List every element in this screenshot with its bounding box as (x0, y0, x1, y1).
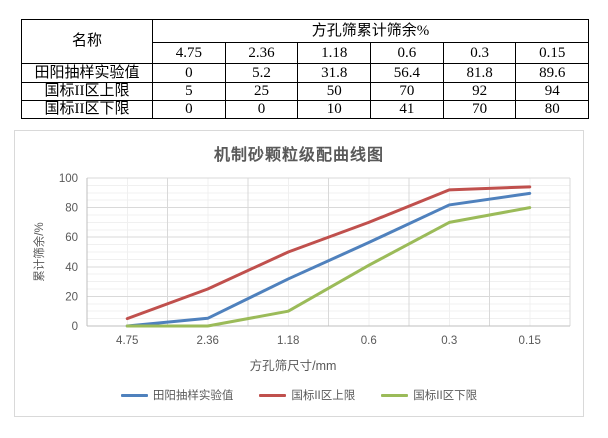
y-tick-label: 20 (65, 291, 78, 303)
value-cell: 5.2 (224, 63, 299, 83)
legend-label: 国标II区下限 (413, 390, 478, 402)
row-label-cell: 田阳抽样实验值 (21, 63, 153, 83)
x-tick-label: 0.3 (441, 335, 457, 347)
series-line-1 (125, 191, 532, 328)
sieve-data-table[interactable]: 名称 方孔筛累计筛余% 4.75 2.36 1.18 0.6 0.3 0.15 田阳抽样实… (21, 19, 590, 119)
x-axis-title: 方孔筛尺寸/mm (249, 359, 337, 373)
row-label-cell: 国标II区上限 (21, 82, 153, 101)
y-tick-label: 40 (65, 262, 78, 274)
value-cell: 89.6 (515, 63, 590, 83)
name-header-cell: 名称 (21, 19, 153, 64)
value-cell: 56.4 (370, 63, 444, 83)
y-axis-title: 累计筛余/% (34, 222, 46, 282)
table-header-row: 名称 方孔筛累计筛余% (21, 19, 590, 64)
legend-item: 田阳抽样实验值 (120, 387, 234, 403)
value-cell: 0 (224, 100, 299, 119)
table-row: 国标II区下限 0 0 10 41 70 80 (21, 100, 590, 119)
value-cell: 70 (442, 100, 517, 119)
legend-line-swatch (381, 393, 409, 397)
legend-item: 国标II区上限 (259, 387, 355, 403)
value-cell: 70 (370, 82, 444, 101)
y-tick-label: 100 (59, 173, 78, 185)
sieve-size-header-cell: 4.75 (152, 42, 226, 64)
series-line-3 (125, 206, 532, 328)
legend-label: 国标II区上限 (291, 390, 356, 402)
x-tick-label: 0.6 (361, 335, 377, 347)
value-cell: 80 (515, 100, 590, 119)
chart-legend: 田阳抽样实验值 国标II区上限 国标II区下限 (15, 387, 583, 403)
y-tick-label: 80 (65, 203, 78, 215)
x-tick-label: 0.15 (519, 335, 541, 347)
sieve-size-header-cell: 0.3 (442, 42, 517, 64)
value-cell: 50 (297, 82, 372, 101)
table-row: 田阳抽样实验值 0 5.2 31.8 56.4 81.8 89.6 (21, 63, 590, 83)
sieve-size-header-cell: 1.18 (297, 42, 372, 64)
sieve-size-header-cell: 0.6 (370, 42, 444, 64)
y-tick-label: 60 (65, 232, 78, 244)
value-cell: 31.8 (297, 63, 372, 83)
legend-label: 田阳抽样实验值 (152, 390, 234, 402)
chart-title: 机制砂颗粒级配曲线图 (213, 147, 384, 164)
value-cell: 41 (370, 100, 444, 119)
table-row: 国标II区上限 5 25 50 70 92 94 (21, 82, 590, 101)
x-tick-label: 2.36 (197, 335, 219, 347)
y-tick-label: 0 (72, 321, 78, 333)
value-cell: 10 (297, 100, 372, 119)
sieve-size-header-cell: 0.15 (515, 42, 590, 64)
legend-line-swatch (120, 393, 148, 397)
value-cell: 5 (152, 82, 226, 101)
x-tick-label: 1.18 (277, 335, 299, 347)
x-tick-label: 4.75 (116, 335, 138, 347)
sieve-size-header-cell: 2.36 (224, 42, 299, 64)
legend-line-swatch (259, 393, 287, 397)
value-cell: 25 (224, 82, 299, 101)
legend-item: 国标II区下限 (381, 387, 477, 403)
value-cell: 0 (152, 63, 226, 83)
sieve-size-row: 4.75 2.36 1.18 0.6 0.3 0.15 (22, 42, 590, 64)
value-cell: 0 (152, 100, 226, 119)
value-cell: 94 (515, 82, 590, 101)
row-label-cell: 国标II区下限 (21, 100, 153, 119)
table-body: 名称 方孔筛累计筛余% 4.75 2.36 1.18 0.6 0.3 0.15 田阳抽样实… (21, 19, 590, 119)
series-line-2 (125, 185, 532, 321)
chart-plot: 0 20 40 60 80 100 4.75 2.36 1.18 0.6 0.3 0.15 (59, 173, 571, 347)
group-header-cell: 方孔筛累计筛余% (151, 19, 590, 43)
value-cell: 81.8 (442, 63, 517, 83)
gradation-chart[interactable]: 0 20 40 60 80 100 4.75 2.36 1.18 0.6 0.3 0.15 机制砂颗粒… (14, 130, 584, 417)
value-cell: 92 (442, 82, 517, 101)
